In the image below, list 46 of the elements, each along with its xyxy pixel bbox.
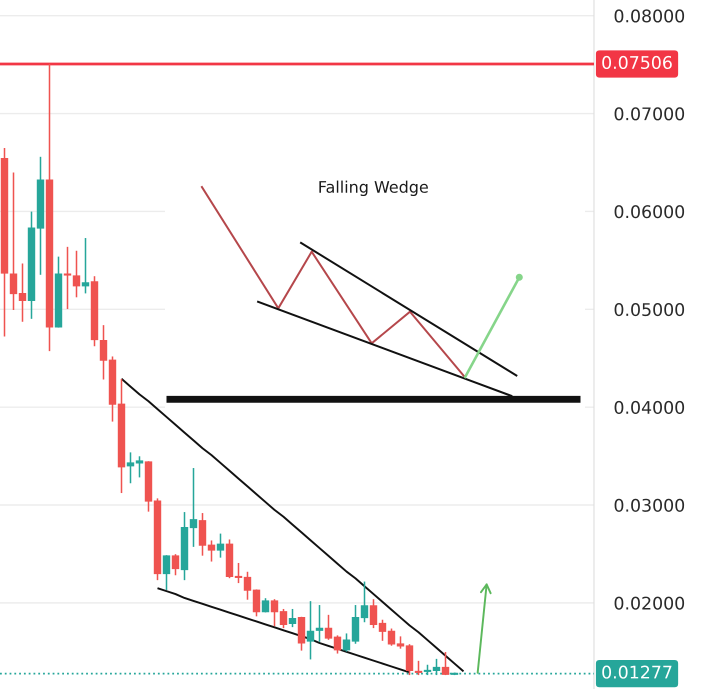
candlestick xyxy=(162,555,170,590)
candlestick xyxy=(216,534,224,558)
y-tick-label: 0.03000 xyxy=(614,498,684,512)
candlestick xyxy=(262,598,270,612)
candlestick xyxy=(82,238,90,294)
candlestick xyxy=(306,601,314,660)
candlestick xyxy=(100,325,108,380)
candlestick xyxy=(342,633,350,652)
y-tick-label: 0.05000 xyxy=(614,302,684,316)
candlestick xyxy=(432,658,440,676)
candlestick xyxy=(370,599,378,628)
candlestick xyxy=(72,250,80,298)
ref-line-label: 0.01277 xyxy=(602,666,672,679)
line-series xyxy=(120,378,464,672)
y-tick-label: 0.06000 xyxy=(614,205,684,218)
candlestick xyxy=(360,582,368,622)
candlestick xyxy=(18,263,26,322)
candlestick xyxy=(378,620,386,641)
annotation: Falling Wedge xyxy=(319,180,428,196)
candlestick xyxy=(10,172,18,310)
candlestick xyxy=(234,562,242,584)
y-tick-label: 0.04000 xyxy=(614,400,684,414)
candlestick xyxy=(388,628,396,646)
y-tick-label: 0.07000 xyxy=(614,107,684,120)
ref-line-label: 0.07506 xyxy=(602,56,672,70)
candlestick xyxy=(334,635,342,654)
candlestick xyxy=(288,608,296,628)
y-tick-label: 0.08000 xyxy=(614,9,684,22)
candlestick xyxy=(316,605,324,642)
y-tick-label: 0.02000 xyxy=(614,596,684,610)
candlestick xyxy=(64,246,72,310)
candlestick xyxy=(126,452,134,484)
candlestick xyxy=(136,456,144,478)
candlestick xyxy=(442,652,450,676)
candlestick xyxy=(244,572,252,600)
candlestick xyxy=(190,468,198,547)
candlestick xyxy=(352,605,360,644)
candlestick xyxy=(280,608,288,628)
candlestick xyxy=(208,540,216,562)
candlestick xyxy=(172,554,180,576)
candlestick xyxy=(252,589,260,616)
candlestick xyxy=(396,636,404,649)
line-series xyxy=(156,587,410,674)
candlestick xyxy=(270,599,278,626)
candlestick xyxy=(324,614,332,640)
candlestick xyxy=(414,660,422,676)
